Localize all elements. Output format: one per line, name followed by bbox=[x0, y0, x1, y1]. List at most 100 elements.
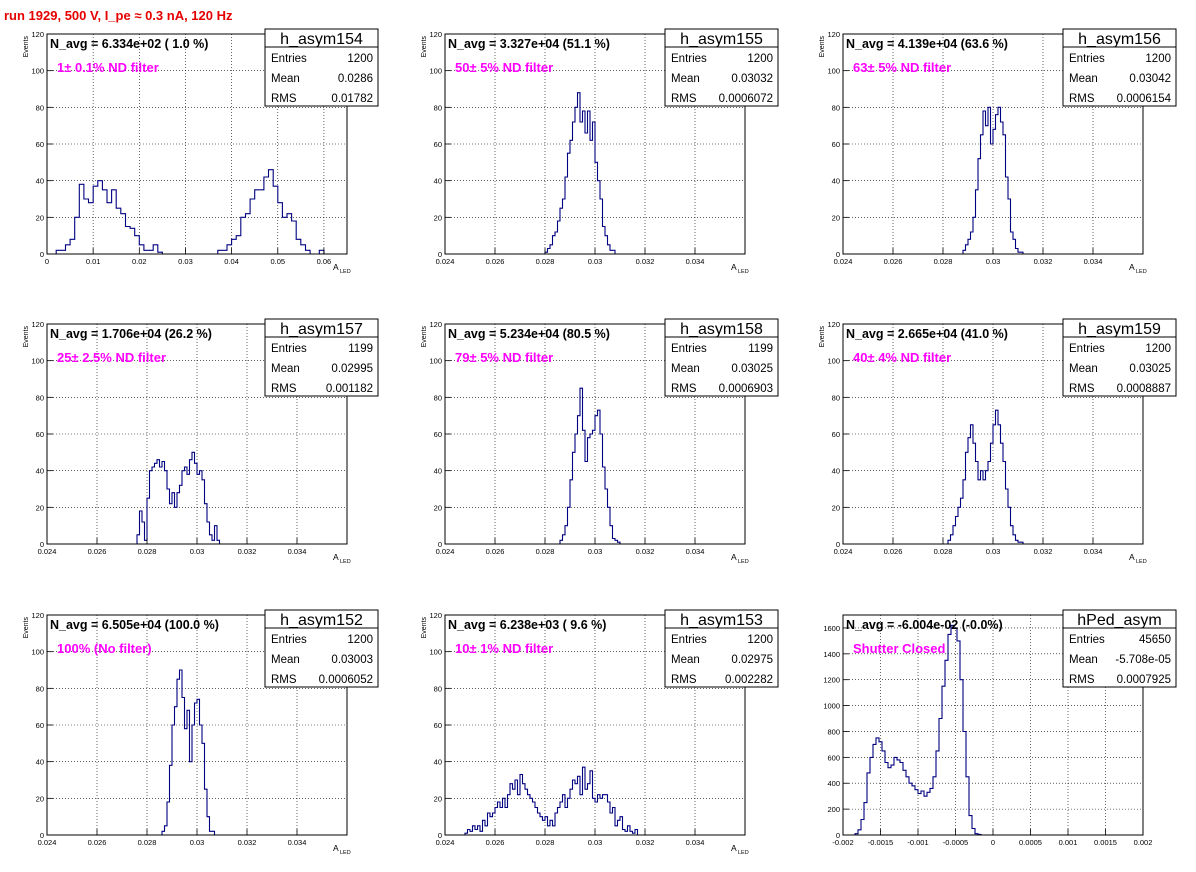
x-axis-label-subscript: LED bbox=[738, 559, 749, 565]
y-tick-label: 0 bbox=[438, 250, 442, 259]
x-tick-label: 0.034 bbox=[686, 838, 705, 847]
histogram-name: h_asym159 bbox=[1078, 321, 1161, 338]
y-tick-label: 80 bbox=[434, 103, 442, 112]
x-tick-label: 0.034 bbox=[288, 838, 307, 847]
stat-value: 0.0008887 bbox=[1117, 383, 1171, 395]
y-tick-label: 120 bbox=[31, 30, 44, 39]
y-tick-label: 60 bbox=[36, 140, 44, 149]
stat-value: 0.0286 bbox=[338, 73, 373, 85]
histogram-name: h_asym157 bbox=[280, 321, 363, 338]
stats-box-frame bbox=[1062, 318, 1177, 397]
y-tick-label: 0 bbox=[438, 540, 442, 549]
y-tick-label: 100 bbox=[31, 648, 44, 657]
stat-value: 1200 bbox=[1145, 343, 1171, 355]
histogram-name: h_asym155 bbox=[680, 31, 763, 48]
stat-value: 0.03032 bbox=[731, 73, 773, 85]
stat-value: 0.002282 bbox=[725, 674, 773, 686]
stat-label: Mean bbox=[271, 363, 300, 375]
histogram-series bbox=[544, 92, 616, 254]
x-tick-label: 0.024 bbox=[834, 257, 853, 266]
x-tick-label: 0.032 bbox=[636, 257, 655, 266]
y-tick-label: 20 bbox=[36, 503, 44, 512]
stat-value: 0.0006903 bbox=[719, 383, 773, 395]
histogram-panel-h_asym157: 0.024 0.026 0.028 0.03 0.032 0.034 0 20 40 60 80 10… bbox=[23, 318, 379, 565]
x-tick-label: 0.026 bbox=[486, 547, 505, 556]
y-axis-label: Events bbox=[421, 326, 428, 348]
x-tick-label: 0.028 bbox=[138, 838, 157, 847]
y-tick-label: 40 bbox=[434, 177, 442, 186]
histogram-series bbox=[854, 624, 982, 835]
stat-label: RMS bbox=[271, 93, 297, 105]
stats-box-frame bbox=[264, 318, 379, 397]
histogram-name: h_asym156 bbox=[1078, 31, 1161, 48]
y-tick-label: 120 bbox=[429, 30, 442, 39]
stats-box: h_asym158 Entries 1199 Mean 0.03025 RMS 0.0006… bbox=[664, 318, 779, 397]
y-tick-label: 200 bbox=[827, 805, 840, 814]
filter-annotation: 100% (No filter) bbox=[57, 641, 152, 656]
stat-value: 45650 bbox=[1139, 634, 1171, 646]
histogram-name: h_asym152 bbox=[280, 612, 363, 629]
y-tick-label: 60 bbox=[36, 721, 44, 730]
histogram-panel-h_asym156: 0.024 0.026 0.028 0.03 0.032 0.034 0 20 40 60 80 10… bbox=[819, 28, 1177, 275]
x-tick-label: 0.024 bbox=[436, 547, 455, 556]
y-tick-label: 100 bbox=[827, 357, 840, 366]
x-tick-label: 0.034 bbox=[1084, 257, 1103, 266]
x-axis-label-subscript: LED bbox=[340, 269, 351, 275]
y-tick-label: 40 bbox=[832, 177, 840, 186]
stats-box: h_asym155 Entries 1200 Mean 0.03032 RMS 0.0006… bbox=[664, 28, 779, 107]
y-tick-label: 0 bbox=[836, 831, 840, 840]
x-tick-label: 0.028 bbox=[536, 838, 555, 847]
y-tick-label: 100 bbox=[31, 357, 44, 366]
x-axis-label: A bbox=[1129, 552, 1135, 562]
histogram-name: h_asym158 bbox=[680, 321, 763, 338]
x-axis-label: A bbox=[731, 262, 737, 272]
stat-value: 0.001182 bbox=[326, 383, 373, 395]
y-tick-label: 60 bbox=[832, 140, 840, 149]
filter-annotation: 25± 2.5% ND filter bbox=[57, 350, 166, 365]
y-axis-label: Events bbox=[23, 36, 30, 58]
y-tick-label: 1000 bbox=[823, 702, 840, 711]
stat-label: Entries bbox=[1069, 343, 1105, 355]
navg-label: N_avg = 3.327e+04 (51.1 %) bbox=[448, 37, 610, 51]
y-tick-label: 1400 bbox=[823, 650, 840, 659]
y-tick-label: 40 bbox=[832, 467, 840, 476]
histogram-panel-h_asym154: 0 0.01 0.02 0.03 0.04 0.05 0.06 0 20 40 60 80 100 120… bbox=[23, 28, 379, 275]
y-tick-label: 0 bbox=[836, 540, 840, 549]
histogram-panel-h_asym155: 0.024 0.026 0.028 0.03 0.032 0.034 0 20 40 60 80 10… bbox=[421, 28, 779, 275]
stats-box: h_asym156 Entries 1200 Mean 0.03042 RMS 0.0006… bbox=[1062, 28, 1177, 107]
x-tick-label: 0.05 bbox=[270, 257, 285, 266]
x-tick-label: 0.026 bbox=[88, 838, 107, 847]
x-tick-label: 0.034 bbox=[288, 547, 307, 556]
x-tick-label: 0.01 bbox=[86, 257, 101, 266]
x-tick-label: 0.03 bbox=[190, 838, 205, 847]
filter-annotation: Shutter Closed bbox=[853, 641, 946, 656]
y-axis-label: Events bbox=[421, 617, 428, 639]
histogram-series bbox=[136, 451, 221, 544]
y-tick-label: 120 bbox=[429, 611, 442, 620]
y-tick-label: 800 bbox=[827, 727, 840, 736]
x-tick-label: 0.03 bbox=[588, 547, 603, 556]
stat-label: Mean bbox=[671, 363, 700, 375]
x-tick-label: 0.028 bbox=[934, 547, 953, 556]
y-tick-label: 0 bbox=[438, 831, 442, 840]
x-tick-label: 0.024 bbox=[38, 838, 57, 847]
y-tick-label: 120 bbox=[31, 320, 44, 329]
y-tick-label: 120 bbox=[827, 320, 840, 329]
x-tick-label: -0.0005 bbox=[943, 838, 968, 847]
x-tick-label: 0.032 bbox=[1034, 257, 1053, 266]
stat-label: Mean bbox=[271, 73, 300, 85]
navg-label: N_avg = 6.238e+03 ( 9.6 %) bbox=[448, 618, 606, 632]
y-tick-label: 60 bbox=[36, 430, 44, 439]
y-axis-label: Events bbox=[819, 326, 826, 348]
y-tick-label: 20 bbox=[832, 213, 840, 222]
stat-value: 1200 bbox=[1145, 53, 1171, 65]
stat-label: Entries bbox=[271, 53, 307, 65]
y-tick-label: 20 bbox=[434, 794, 442, 803]
x-tick-label: -0.002 bbox=[832, 838, 853, 847]
x-axis-label-subscript: LED bbox=[340, 850, 351, 856]
y-tick-label: 0 bbox=[40, 250, 44, 259]
x-axis-label-subscript: LED bbox=[738, 850, 749, 856]
y-tick-label: 80 bbox=[832, 103, 840, 112]
y-tick-label: 600 bbox=[827, 753, 840, 762]
